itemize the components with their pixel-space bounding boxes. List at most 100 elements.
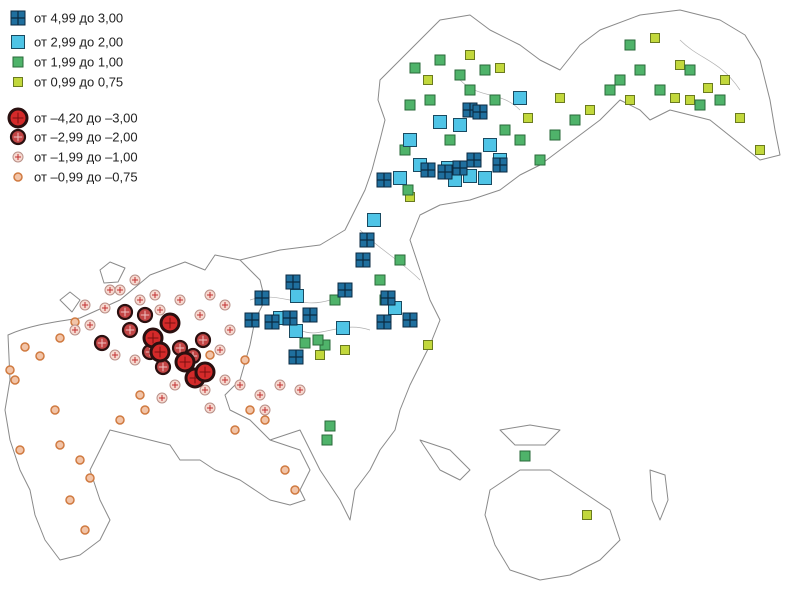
marker-cross bbox=[289, 350, 303, 364]
marker-cross bbox=[137, 297, 143, 303]
marker-cross bbox=[297, 387, 303, 393]
marker-cross bbox=[12, 112, 24, 124]
marker-cross bbox=[438, 165, 452, 179]
marker-cross bbox=[82, 302, 88, 308]
square-marker bbox=[675, 60, 685, 70]
square-marker bbox=[523, 113, 533, 123]
coastline bbox=[239, 9, 781, 521]
marker-cross bbox=[72, 327, 78, 333]
marker-cross bbox=[175, 343, 185, 353]
circle-marker bbox=[85, 473, 95, 483]
marker-cross bbox=[286, 275, 300, 289]
square-marker bbox=[402, 184, 414, 196]
square-marker bbox=[555, 93, 565, 103]
legend-label: от –0,99 до –0,75 bbox=[34, 169, 138, 184]
square-marker bbox=[324, 420, 336, 432]
square-marker bbox=[495, 63, 505, 73]
square-marker bbox=[685, 95, 695, 105]
circle-marker bbox=[240, 355, 250, 365]
square-marker bbox=[312, 334, 324, 346]
square-marker bbox=[624, 39, 636, 51]
square-marker bbox=[465, 50, 475, 60]
marker-cross bbox=[245, 313, 259, 327]
marker-cross bbox=[132, 357, 138, 363]
circle-marker bbox=[15, 445, 25, 455]
square-marker bbox=[394, 254, 406, 266]
marker-cross bbox=[179, 356, 191, 368]
marker-cross bbox=[13, 132, 23, 142]
square-marker bbox=[290, 289, 304, 303]
square-marker bbox=[670, 93, 680, 103]
square-marker bbox=[684, 64, 696, 76]
square-marker bbox=[329, 294, 341, 306]
marker-cross bbox=[157, 307, 163, 313]
coastline bbox=[484, 469, 621, 581]
marker-cross bbox=[112, 352, 118, 358]
square-marker bbox=[483, 138, 497, 152]
square-marker bbox=[714, 94, 726, 106]
square-marker bbox=[374, 274, 386, 286]
square-marker bbox=[735, 113, 745, 123]
square-marker bbox=[454, 69, 466, 81]
river bbox=[249, 39, 741, 334]
legend-label: от –1,99 до –1,00 bbox=[34, 149, 138, 164]
legend-label: от 4,99 до 3,00 bbox=[34, 10, 123, 25]
circle-marker bbox=[65, 495, 75, 505]
square-marker bbox=[654, 84, 666, 96]
legend-label: от 1,99 до 1,00 bbox=[34, 54, 123, 69]
coastline bbox=[499, 424, 561, 446]
square-marker bbox=[478, 171, 492, 185]
legend: от 4,99 до 3,00 от 2,99 до 2,00 от 1,99 до… bbox=[7, 10, 138, 184]
marker-cross bbox=[102, 305, 108, 311]
marker-cross bbox=[202, 387, 208, 393]
marker-cross bbox=[207, 405, 213, 411]
circle-marker bbox=[10, 375, 20, 385]
marker-cross bbox=[262, 407, 268, 413]
marker-cross bbox=[473, 105, 487, 119]
marker-cross bbox=[265, 315, 279, 329]
circle-marker bbox=[230, 425, 240, 435]
square-marker bbox=[534, 154, 546, 166]
marker-cross bbox=[283, 311, 297, 325]
square-marker bbox=[11, 35, 25, 49]
marker-cross bbox=[222, 377, 228, 383]
marker-cross bbox=[15, 154, 21, 160]
square-marker bbox=[367, 213, 381, 227]
marker-cross bbox=[207, 292, 213, 298]
circle-marker bbox=[55, 333, 65, 343]
square-marker bbox=[299, 337, 311, 349]
marker-cross bbox=[403, 313, 417, 327]
square-marker bbox=[12, 56, 24, 68]
square-marker bbox=[755, 145, 765, 155]
marker-cross bbox=[217, 347, 223, 353]
marker-cross bbox=[257, 392, 263, 398]
marker-cross bbox=[356, 253, 370, 267]
marker-cross bbox=[152, 292, 158, 298]
square-marker bbox=[444, 134, 456, 146]
marker-cross bbox=[255, 291, 269, 305]
square-marker bbox=[434, 54, 446, 66]
circle-marker bbox=[280, 465, 290, 475]
marker-cross bbox=[377, 173, 391, 187]
marker-cross bbox=[197, 312, 203, 318]
square-marker bbox=[549, 129, 561, 141]
marker-cross bbox=[338, 283, 352, 297]
circle-marker bbox=[290, 485, 300, 495]
legend-label: от 0,99 до 0,75 bbox=[34, 74, 123, 89]
circle-marker bbox=[205, 350, 215, 360]
square-marker bbox=[514, 134, 526, 146]
marker-cross bbox=[377, 315, 391, 329]
marker-cross bbox=[140, 310, 150, 320]
marker-cross bbox=[453, 161, 467, 175]
square-marker bbox=[614, 74, 626, 86]
coastline bbox=[99, 261, 126, 284]
circle-marker bbox=[260, 415, 270, 425]
marker-cross bbox=[147, 332, 159, 344]
coastline bbox=[59, 291, 81, 313]
square-marker bbox=[513, 91, 527, 105]
square-marker bbox=[321, 434, 333, 446]
marker-cross bbox=[421, 163, 435, 177]
marker-cross bbox=[198, 335, 208, 345]
